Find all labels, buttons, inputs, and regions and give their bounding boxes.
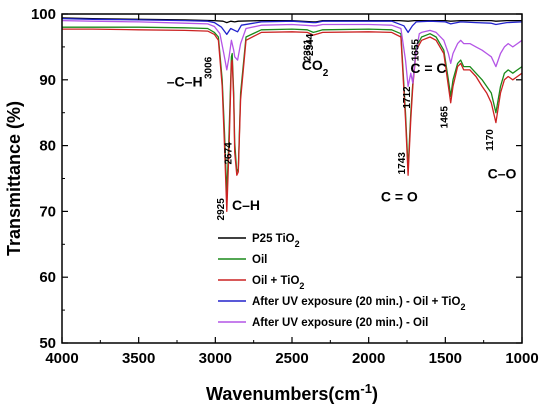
peak-label: 2344 <box>305 33 316 56</box>
legend-label-1: Oil <box>252 254 267 266</box>
functional-group-label: C = O <box>381 189 418 205</box>
peak-label: 1655 <box>411 39 422 62</box>
y-tick-label: 80 <box>39 138 56 155</box>
series-line-3 <box>61 17 523 36</box>
peak-label: 1712 <box>402 86 413 109</box>
x-axis-label: Wavenumbers(cm-1) <box>206 381 378 405</box>
functional-group-label: –C–H <box>167 73 203 89</box>
functional-group-label: C–O <box>488 166 517 182</box>
y-tick-label: 60 <box>39 269 56 286</box>
x-tick-label: 1000 <box>505 350 538 367</box>
series-line-4 <box>61 19 523 88</box>
y-axis: 50 60 70 80 90 100 <box>31 6 522 352</box>
functional-group-label: C–H <box>232 197 260 213</box>
y-tick-label: 100 <box>31 6 56 23</box>
peak-label: 1170 <box>485 129 496 151</box>
peak-label: 1743 <box>397 152 408 175</box>
series-line-2 <box>62 28 523 213</box>
y-tick-label: 70 <box>39 203 56 220</box>
plot-area <box>61 17 523 213</box>
functional-group-label: CO2 <box>302 57 329 79</box>
x-tick-label: 1500 <box>429 350 462 367</box>
functional-group-label: C = C <box>410 60 446 76</box>
peak-label: 2361 <box>302 39 313 62</box>
peak-label: 1465 <box>440 106 451 129</box>
y-tick-label: 50 <box>39 335 56 352</box>
peak-label: 2925 <box>216 198 227 221</box>
legend-label-0: P25 TiO2 <box>252 233 300 249</box>
legend-label-2: Oil + TiO2 <box>252 275 304 291</box>
legend-label-4: After UV exposure (20 min.) - Oil <box>252 317 428 329</box>
peak-label: 2674 <box>224 142 235 165</box>
x-tick-label: 2500 <box>275 350 308 367</box>
x-tick-label: 2000 <box>352 350 385 367</box>
x-tick-label: 3000 <box>199 350 232 367</box>
peak-label: 3006 <box>203 56 214 79</box>
x-axis: 4000 3500 3000 2500 2000 1500 1000 <box>45 14 539 367</box>
x-tick-label: 3500 <box>122 350 155 367</box>
legend-label-3: After UV exposure (20 min.) - Oil + TiO2 <box>252 296 465 312</box>
y-tick-label: 90 <box>39 72 56 89</box>
plot-frame <box>61 13 523 344</box>
y-axis-label: Transmittance (%) <box>4 101 24 256</box>
legend: P25 TiO2 Oil Oil + TiO2 After UV exposure (… <box>218 233 465 329</box>
x-tick-label: 4000 <box>45 350 78 367</box>
series-line-0 <box>61 17 522 24</box>
